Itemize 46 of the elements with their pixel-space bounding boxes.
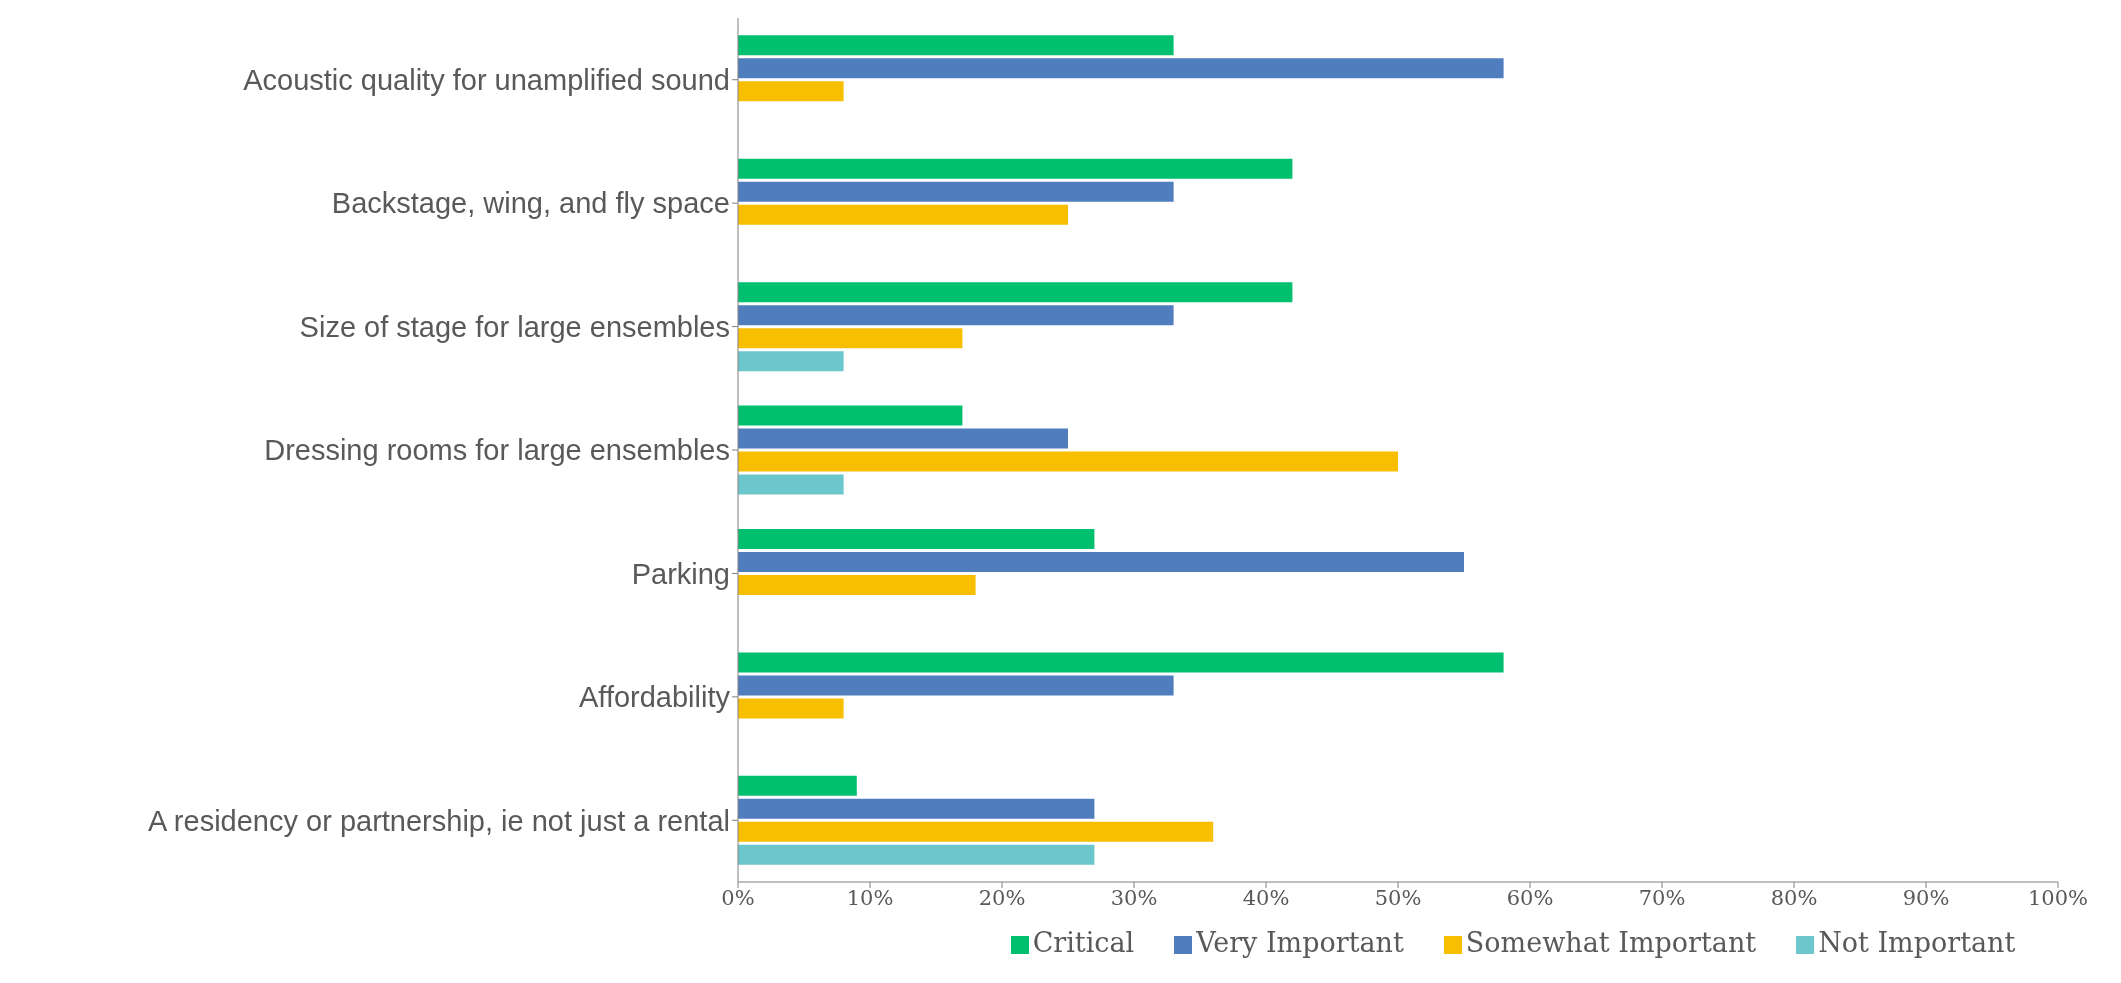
- bar: [738, 675, 1174, 696]
- bar: [738, 282, 1293, 303]
- bar: [738, 551, 1464, 572]
- bar: [738, 328, 963, 349]
- bar: [738, 351, 844, 372]
- x-tick-label: 40%: [1242, 885, 1290, 910]
- bar: [738, 652, 1504, 673]
- bar: [738, 528, 1095, 549]
- bar: [738, 35, 1174, 56]
- bar: [738, 574, 976, 595]
- legend-label: Somewhat Important: [1465, 927, 1757, 958]
- bar: [738, 428, 1068, 449]
- x-tick-label: 100%: [2027, 885, 2089, 910]
- y-tick-label: Backstage, wing, and fly space: [331, 187, 730, 220]
- bar: [738, 821, 1214, 842]
- bar: [738, 451, 1398, 472]
- y-tick-label: A residency or partnership, ie not just a rental: [148, 804, 730, 837]
- x-tick-label: 20%: [978, 885, 1026, 910]
- bar: [738, 181, 1174, 202]
- bar: [738, 405, 963, 426]
- bar: [738, 798, 1095, 819]
- bar: [738, 305, 1174, 326]
- y-tick-label: Size of stage for large ensembles: [299, 310, 730, 343]
- x-tick-label: 60%: [1506, 885, 1554, 910]
- bar: [738, 81, 844, 102]
- bar: [738, 158, 1293, 179]
- bar: [738, 775, 857, 796]
- x-tick-label: 50%: [1374, 885, 1422, 910]
- x-tick-label: 80%: [1770, 885, 1818, 910]
- bar: [738, 844, 1095, 865]
- x-tick-label: 70%: [1638, 885, 1686, 910]
- y-tick-label: Affordability: [579, 681, 731, 714]
- x-tick-label: 0%: [721, 885, 755, 910]
- bar: [738, 204, 1068, 225]
- bar: [738, 474, 844, 495]
- y-tick-label: Parking: [631, 557, 730, 590]
- x-tick-label: 30%: [1110, 885, 1158, 910]
- x-tick-label: 90%: [1902, 885, 1950, 910]
- y-tick-label: Acoustic quality for unamplified sound: [243, 64, 730, 97]
- bar: [738, 58, 1504, 79]
- x-tick-label: 10%: [846, 885, 894, 910]
- bar: [738, 698, 844, 719]
- legend-label: Very Important: [1196, 927, 1404, 958]
- legend-label: Not Important: [1818, 927, 2016, 958]
- legend-label: Critical: [1032, 927, 1135, 958]
- y-tick-label: Dressing rooms for large ensembles: [264, 434, 730, 467]
